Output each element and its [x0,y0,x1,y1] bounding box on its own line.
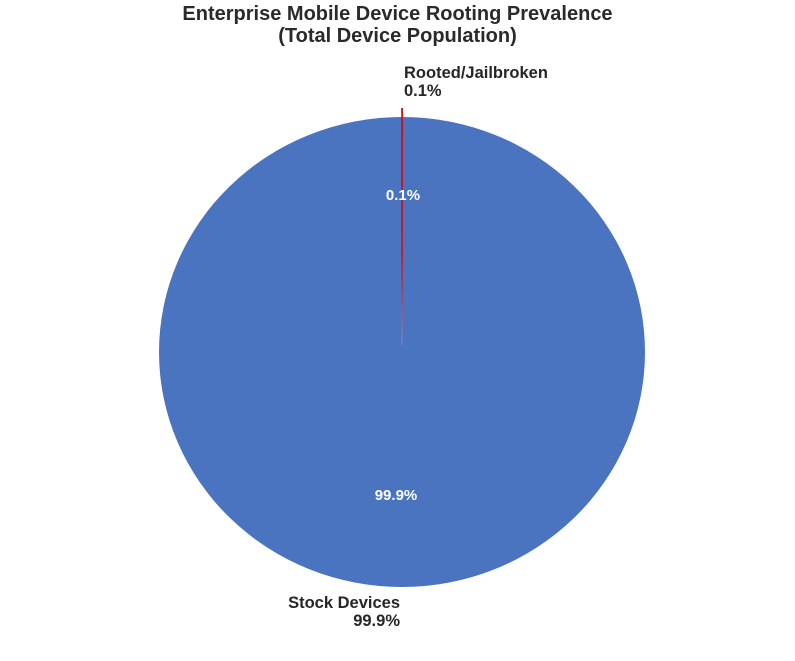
rooted-label-name: Rooted/Jailbroken [404,64,548,82]
chart-title: Enterprise Mobile Device Rooting Prevale… [0,3,795,47]
slice-stock-devices [159,117,645,587]
slice-rooted-jailbroken [401,108,403,348]
stock-label-pct: 99.9% [353,612,400,630]
rooted-inside-pct: 0.1% [386,187,420,204]
stock-inside-pct: 99.9% [375,487,418,504]
rooted-label-pct: 0.1% [404,82,442,100]
chart-title-line1: Enterprise Mobile Device Rooting Prevale… [182,3,613,25]
chart-title-line2: (Total Device Population) [278,25,517,47]
stock-label-name: Stock Devices [288,594,400,612]
